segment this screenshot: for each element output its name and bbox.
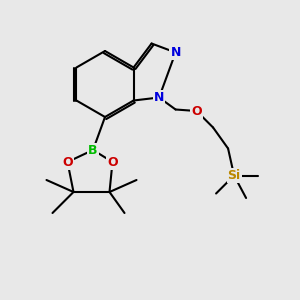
Text: O: O	[62, 155, 73, 169]
Text: Si: Si	[227, 169, 241, 182]
Text: B: B	[88, 143, 98, 157]
Text: O: O	[191, 104, 202, 118]
Text: N: N	[170, 46, 181, 59]
Text: N: N	[154, 91, 164, 104]
Text: O: O	[107, 155, 118, 169]
